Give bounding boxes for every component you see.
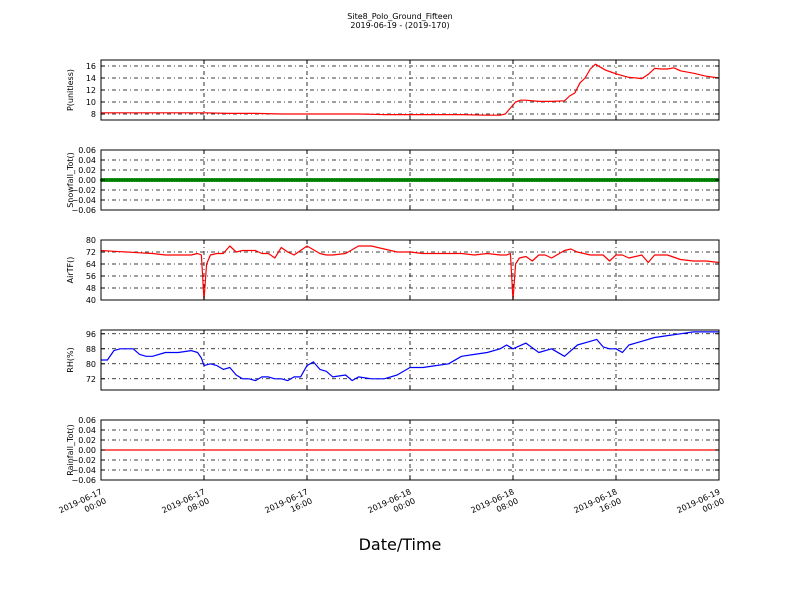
y-tick-label: 0.04: [78, 426, 96, 435]
x-axis-label: Date/Time: [358, 535, 442, 554]
y-tick-label: 0.06: [78, 146, 96, 155]
y-tick-label: 10: [86, 98, 96, 107]
y-tick-label: 0.04: [78, 156, 96, 165]
y-tick-label: 88: [86, 345, 96, 354]
y-tick-label: −0.02: [71, 456, 96, 465]
y-tick-label: 14: [86, 74, 96, 83]
y-tick-label: 96: [86, 330, 96, 339]
y-tick-label: 12: [86, 86, 96, 95]
pressure-series-line: [101, 63, 720, 116]
y-tick-label: 72: [86, 375, 96, 384]
y-tick-label: 0.00: [78, 176, 96, 185]
y-tick-label: −0.06: [71, 206, 96, 215]
y-tick-label: −0.04: [71, 196, 96, 205]
y-tick-label: 16: [86, 62, 96, 71]
snowfall-y-axis-label: Snowfall_Tot(): [66, 152, 75, 208]
y-tick-label: 48: [86, 284, 96, 293]
y-tick-label: 0.00: [78, 446, 96, 455]
y-tick-label: 80: [86, 360, 96, 369]
y-tick-label: 0.02: [78, 166, 96, 175]
air-temp-y-axis-label: AirTF(): [66, 257, 75, 284]
pressure-y-axis-label: P(unitless): [66, 69, 75, 111]
y-tick-label: 72: [86, 248, 96, 257]
y-tick-label: 40: [86, 296, 96, 305]
y-tick-label: 80: [86, 236, 96, 245]
y-tick-label: 64: [86, 260, 96, 269]
y-tick-label: 56: [86, 272, 96, 281]
y-tick-label: 0.06: [78, 416, 96, 425]
chart-title: Site8_Polo_Ground_Fifteen: [347, 12, 453, 21]
rainfall-y-axis-label: Rainfall_Tot(): [66, 424, 75, 476]
y-tick-label: −0.06: [71, 476, 96, 485]
rainfall-panel: −0.06−0.04−0.020.000.020.040.06Rainfall_…: [66, 416, 720, 485]
y-tick-label: 0.02: [78, 436, 96, 445]
snowfall-panel: −0.06−0.04−0.020.000.020.040.06Snowfall_…: [66, 146, 720, 215]
y-tick-label: 8: [91, 110, 96, 119]
chart-subtitle: 2019-06-19 - (2019-170): [350, 21, 450, 30]
y-tick-label: −0.02: [71, 186, 96, 195]
air-temp-panel: 40 48 56 64 72 80 AirTF(): [66, 236, 720, 305]
rh-y-axis-label: RH(%): [66, 347, 75, 372]
air-temp-series-line: [100, 245, 720, 301]
pressure-panel: 8 10 12 14 16 P(unitless): [66, 59, 720, 121]
rh-series-line: [101, 331, 719, 382]
y-tick-label: −0.04: [71, 466, 96, 475]
rh-panel: 72 80 88 96 RH(%): [66, 329, 720, 391]
